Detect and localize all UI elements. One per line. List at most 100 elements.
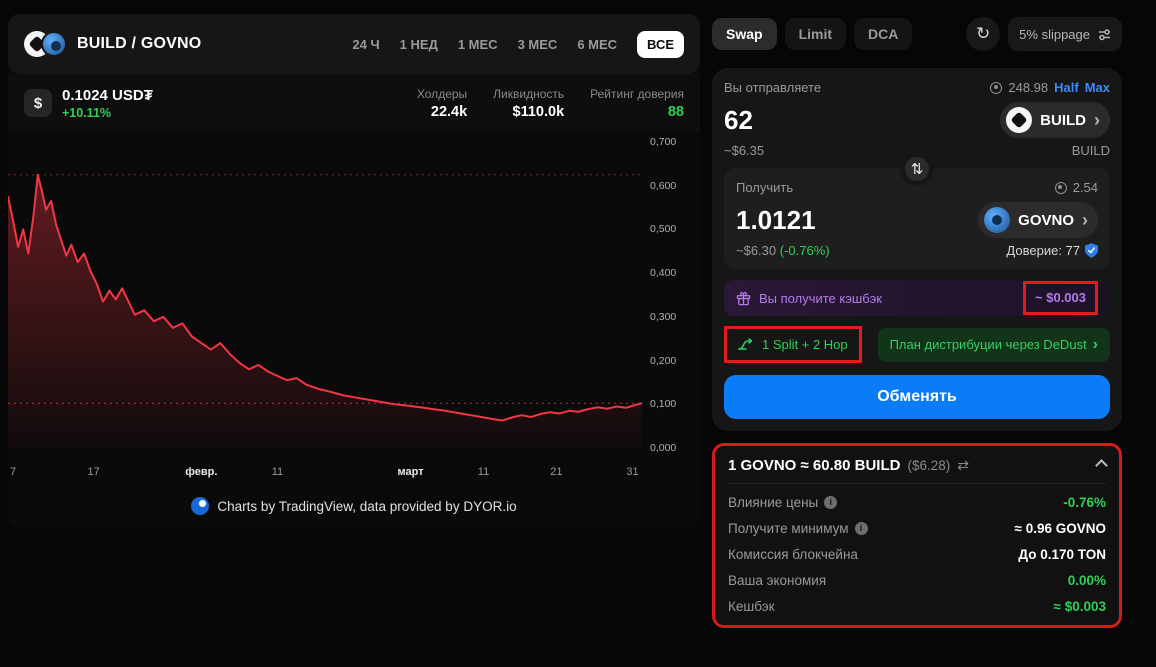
send-amount-input[interactable] — [724, 104, 904, 136]
cashback-bar[interactable]: Вы получите кэшбэк ~ $0.003 — [724, 280, 1110, 316]
send-token-name: BUILD — [1040, 111, 1086, 129]
trust-label: Доверие: 77 — [1006, 243, 1080, 258]
swap-details-card: 1 GOVNO ≈ 60.80 BUILD ($6.28) ⇄ Влияние … — [712, 443, 1122, 628]
range-1m[interactable]: 1 МЕС — [457, 36, 498, 52]
refresh-icon: ↻ — [976, 24, 991, 43]
price-line — [8, 173, 642, 422]
receive-usd-value: ~$6.30 — [736, 243, 777, 258]
pair-title: BUILD / GOVNO — [77, 35, 202, 52]
chart-attribution: Charts by TradingView, data provided by … — [8, 484, 700, 528]
y-axis-label: 0,000 — [650, 441, 677, 454]
split-route-icon — [738, 337, 753, 350]
receive-balance: 2.54 — [1072, 180, 1098, 195]
swap-arrows-icon: ⇅ — [910, 161, 924, 178]
receive-token-name: GOVNO — [1018, 211, 1074, 229]
send-balance: 248.98 — [1008, 80, 1049, 95]
send-header-row: Вы отправляете 248.98 Half Max — [724, 80, 1110, 95]
balance-coin-icon — [1054, 181, 1067, 194]
swap-submit-button[interactable]: Обменять — [724, 375, 1110, 419]
chevron-right-icon: › — [1092, 335, 1098, 353]
x-axis-label: 17 — [87, 466, 100, 478]
receive-token-selector[interactable]: GOVNO › — [978, 202, 1098, 238]
dyor-logo-icon — [191, 497, 210, 515]
annotation-highlight-cashback: ~ $0.003 — [1023, 281, 1098, 315]
swap-card: Вы отправляете 248.98 Half Max BUILD › ~… — [712, 68, 1122, 431]
route-split-label: 1 Split + 2 Hop — [762, 337, 848, 352]
build-token-icon — [1006, 107, 1033, 133]
send-token-unit: BUILD — [1071, 143, 1110, 158]
swap-panel: Swap Limit DCA ↻ 5% slippage Вы отправля… — [712, 16, 1122, 628]
cashback-label: Вы получите кэшбэк — [759, 290, 882, 306]
tab-swap[interactable]: Swap — [712, 18, 777, 50]
max-button[interactable]: Max — [1084, 80, 1110, 95]
current-price: 0.1024 USD₮ — [62, 86, 153, 104]
y-axis-label: 0,400 — [650, 267, 677, 280]
y-axis-label: 0,700 — [650, 136, 677, 148]
route-row: 1 Split + 2 Hop План дистрибуции через D… — [724, 326, 1110, 363]
dollar-icon: $ — [24, 89, 52, 117]
range-24h[interactable]: 24 Ч — [352, 36, 380, 52]
x-axis-label: март — [397, 466, 424, 478]
tab-limit[interactable]: Limit — [784, 18, 847, 50]
range-3m[interactable]: 3 МЕС — [517, 36, 558, 52]
sliders-icon — [1099, 28, 1110, 40]
route-split-info[interactable]: 1 Split + 2 Hop — [727, 329, 859, 360]
x-axis-label: февр. — [185, 466, 218, 478]
receive-label: Получить — [736, 180, 794, 195]
refresh-button[interactable]: ↻ — [966, 17, 1001, 51]
info-icon[interactable]: i — [854, 522, 868, 535]
send-label: Вы отправляете — [724, 80, 822, 95]
y-axis-label: 0,200 — [650, 354, 677, 367]
detail-row-blockchain-fee: Комиссия блокчейна До 0.170 TON — [728, 547, 1106, 562]
send-usd-value: ~$6.35 — [724, 143, 765, 158]
range-all[interactable]: ВСЕ — [637, 30, 684, 58]
rate-header[interactable]: 1 GOVNO ≈ 60.80 BUILD ($6.28) ⇄ — [728, 457, 1108, 484]
price-chart[interactable]: 0,700 0,600 0,500 0,400 0,300 0,200 0,100 0,000 — [8, 132, 700, 462]
tab-dca[interactable]: DCA — [854, 18, 913, 50]
half-button[interactable]: Half — [1054, 80, 1079, 95]
y-axis-label: 0,500 — [650, 223, 677, 236]
rate-swap-icon[interactable]: ⇄ — [957, 457, 969, 473]
slippage-button[interactable]: 5% slippage — [1008, 17, 1122, 51]
chart-panel: BUILD / GOVNO 24 Ч 1 НЕД 1 МЕС 3 МЕС 6 М… — [8, 14, 700, 528]
chart-area-fill — [8, 174, 642, 448]
gift-icon — [736, 291, 751, 305]
trust-badge: Доверие: 77 — [1006, 243, 1098, 258]
x-axis-label: 7 — [10, 466, 17, 478]
send-token-selector[interactable]: BUILD › — [1000, 102, 1110, 138]
distribution-plan-button[interactable]: План дистрибуции через DeDust › — [877, 327, 1110, 362]
detail-row-cashback: Кешбэк ≈ $0.003 — [728, 599, 1106, 614]
y-axis: 0,700 0,600 0,500 0,400 0,300 0,200 0,100 0,000 — [650, 136, 696, 454]
receive-usd-change: (-0.76%) — [779, 243, 830, 258]
x-axis-label: 11 — [271, 466, 284, 478]
y-axis-label: 0,600 — [650, 179, 677, 192]
receive-amount-input[interactable] — [736, 204, 916, 236]
chart-plot[interactable] — [8, 142, 642, 448]
cashback-value: ~ $0.003 — [1035, 290, 1086, 305]
annotation-highlight-route: 1 Split + 2 Hop — [724, 326, 862, 363]
swap-tabs: Swap Limit DCA ↻ 5% slippage — [712, 16, 1122, 52]
pair-header: BUILD / GOVNO 24 Ч 1 НЕД 1 МЕС 3 МЕС 6 М… — [8, 14, 700, 74]
collapse-chevron-icon[interactable] — [1095, 459, 1108, 472]
govno-token-icon — [984, 207, 1011, 233]
detail-row-minimum-received: Получите минимум i ≈ 0.96 GOVNO — [728, 521, 1106, 536]
y-axis-label: 0,100 — [650, 398, 677, 411]
time-range-selector: 24 Ч 1 НЕД 1 МЕС 3 МЕС 6 МЕС ВСЕ — [352, 30, 684, 58]
slippage-label: 5% slippage — [1019, 26, 1090, 42]
x-axis: 7 17 февр. 11 март 11 21 31 — [8, 462, 642, 484]
range-1w[interactable]: 1 НЕД — [399, 36, 438, 52]
attribution-text: Charts by TradingView, data provided by … — [217, 498, 517, 514]
range-6m[interactable]: 6 МЕС — [577, 36, 618, 52]
swap-direction-button[interactable]: ⇅ — [900, 152, 934, 186]
pair-token-icons — [24, 31, 67, 57]
rate-usd: ($6.28) — [907, 458, 951, 473]
balance-coin-icon — [990, 81, 1003, 94]
shield-check-icon — [1085, 243, 1098, 258]
stat-holders: Холдеры 22.4k — [416, 86, 468, 120]
chevron-right-icon: › — [1094, 110, 1100, 130]
info-icon[interactable]: i — [824, 496, 838, 509]
price-block: $ 0.1024 USD₮ +10.11% — [24, 87, 153, 120]
token-stats-bar: $ 0.1024 USD₮ +10.11% Холдеры 22.4k Ликв… — [8, 74, 700, 132]
x-axis-label: 21 — [550, 466, 563, 478]
y-axis-label: 0,300 — [650, 310, 677, 323]
